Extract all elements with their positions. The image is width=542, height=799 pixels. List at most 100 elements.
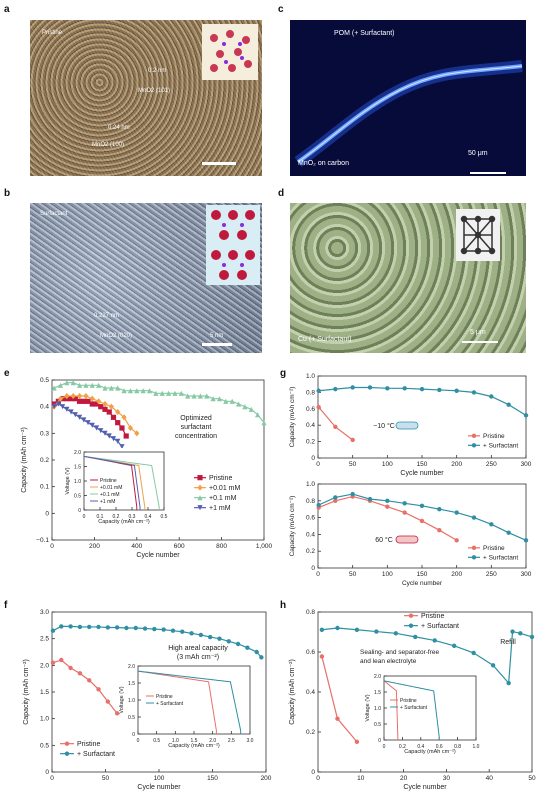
data-point <box>432 638 437 643</box>
data-point <box>98 404 104 410</box>
y-tick-label: 0.6 <box>306 649 315 656</box>
data-point <box>529 634 535 640</box>
data-point <box>248 406 254 412</box>
data-point <box>172 390 178 396</box>
data-point <box>207 634 213 640</box>
y-tick-label: 0.3 <box>40 430 49 437</box>
data-point <box>333 495 338 500</box>
temperature-label: −10 °C <box>373 422 395 430</box>
scale-bar <box>202 343 232 346</box>
data-point <box>102 406 108 412</box>
discharge-curve-pristine <box>383 680 399 740</box>
data-point <box>374 629 379 634</box>
data-point <box>437 387 442 393</box>
legend-label: +0.01 mM <box>209 485 240 492</box>
y-tick-label: 0.4 <box>40 404 49 411</box>
x-tick-label: 0 <box>316 461 320 468</box>
y-axis-label: Voltage (V) <box>365 694 371 721</box>
legend-label: Pristine <box>421 613 444 620</box>
x-tick-label: 0.8 <box>454 744 461 750</box>
x-axis-label: Capacity (mAh cm⁻²) <box>98 519 150 525</box>
x-tick-label: 1,000 <box>256 543 272 550</box>
y-axis-label: Capacity (mAh cm⁻²) <box>289 387 296 448</box>
data-point <box>106 409 112 415</box>
data-point <box>108 385 114 391</box>
data-point <box>89 401 95 407</box>
data-point <box>98 428 104 434</box>
scale-bar <box>202 162 236 165</box>
data-point <box>121 388 127 394</box>
y-tick-label: −0.1 <box>36 537 49 544</box>
lattice-inset <box>456 209 500 261</box>
data-point <box>408 623 414 628</box>
data-point <box>77 671 83 676</box>
data-point <box>68 396 74 402</box>
x-tick-label: 0.4 <box>145 514 152 520</box>
data-point <box>316 404 321 410</box>
lattice-spacing-label: 0.24 nm <box>108 125 130 131</box>
panel-label-h: h <box>280 600 287 611</box>
y-tick-label: 1.5 <box>74 465 81 471</box>
data-point <box>85 398 91 404</box>
inset-legend-label: + Surfactant <box>156 701 184 707</box>
discharge-curve--surfactant <box>137 670 242 734</box>
x-tick-label: 50 <box>102 775 110 782</box>
data-point <box>197 505 203 511</box>
data-point <box>259 655 264 660</box>
data-point <box>333 424 338 430</box>
x-tick-label: 0.2 <box>399 744 406 750</box>
data-point <box>393 631 399 636</box>
x-axis-label: Capacity (mAh cm⁻²) <box>404 749 456 755</box>
data-point <box>255 412 261 418</box>
y-tick-label: 1.0 <box>306 373 315 380</box>
data-point <box>153 390 159 396</box>
data-point <box>489 522 494 527</box>
data-point <box>197 484 203 491</box>
series-line--surfactant <box>321 627 533 685</box>
data-point <box>89 422 95 428</box>
plane-label: MnO2 (101) <box>138 88 171 94</box>
series-line-pristine <box>52 659 118 714</box>
data-point <box>76 414 83 420</box>
data-point <box>261 420 267 426</box>
data-point <box>119 444 125 450</box>
x-tick-label: 0.5 <box>161 514 168 520</box>
data-point <box>245 645 250 650</box>
legend-label: Pristine <box>483 545 505 552</box>
inset-legend-label: +0.01 mM <box>100 485 122 491</box>
y-tick-label: 0 <box>45 510 49 517</box>
annotation-text: concentration <box>175 433 217 440</box>
x-tick-label: 200 <box>89 543 100 550</box>
data-point <box>367 385 373 390</box>
mesh-structure-icon <box>460 215 496 255</box>
pom-label: POM (+ Surfactant) <box>334 30 395 37</box>
data-point <box>191 393 197 399</box>
data-point <box>316 388 321 393</box>
data-point <box>180 629 185 634</box>
hot-thermometer-icon <box>395 535 419 544</box>
data-point <box>142 626 148 631</box>
data-point <box>210 396 216 402</box>
data-point <box>89 382 95 388</box>
y-axis-label: Voltage (V) <box>119 686 125 713</box>
x-tick-label: 2.0 <box>209 738 216 744</box>
y-tick-label: 0.2 <box>306 548 315 555</box>
y-tick-label: 0.1 <box>40 484 49 491</box>
data-point <box>161 627 166 632</box>
data-point <box>119 425 125 431</box>
data-point <box>335 716 340 721</box>
x-tick-label: 1.5 <box>191 738 198 744</box>
chart-e-capacity-vs-cycle: 0 200 400 600 800 1,000−0.100.10.20.30.40.5Cy… <box>21 377 272 559</box>
lattice-spacing-label: 0.2 nm <box>148 68 167 74</box>
x-tick-label: 200 <box>261 775 272 782</box>
annotation-text: (3 mAh cm⁻²) <box>177 654 219 661</box>
data-point <box>146 388 153 394</box>
data-point <box>471 650 476 656</box>
data-point <box>72 396 78 402</box>
data-point <box>367 496 373 502</box>
data-point <box>127 424 134 432</box>
scale-bar <box>470 172 506 174</box>
data-point <box>178 390 184 396</box>
scale-bar <box>462 341 498 343</box>
data-point <box>64 741 70 746</box>
